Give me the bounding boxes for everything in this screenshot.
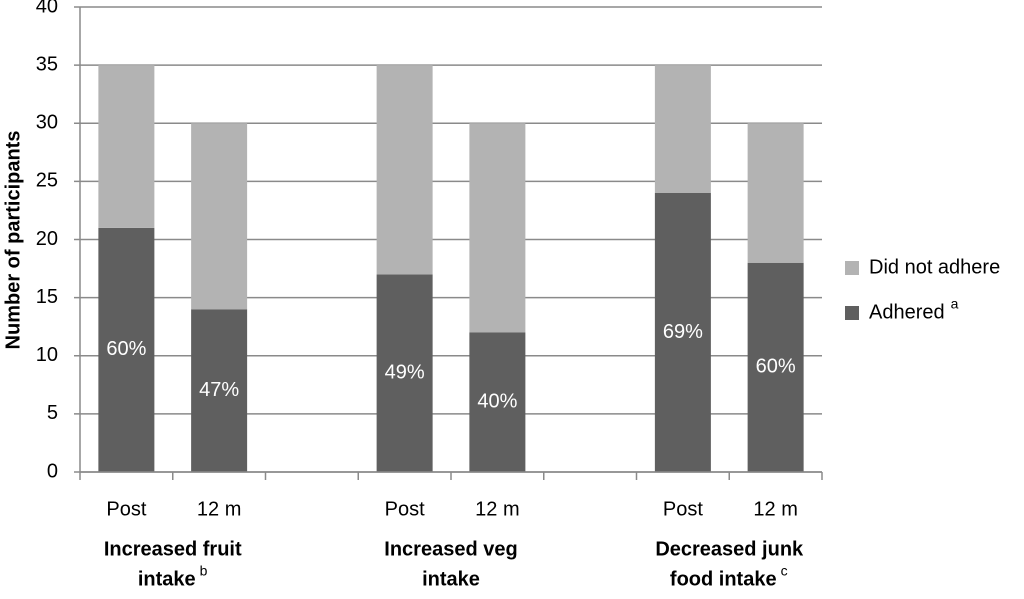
y-tick-label: 5 bbox=[47, 402, 58, 424]
group-label: Decreased junk bbox=[655, 538, 804, 560]
group-note: b bbox=[200, 563, 208, 579]
x-tick-label: 12 m bbox=[753, 498, 797, 520]
bar-segment bbox=[469, 332, 526, 472]
bar-segment bbox=[191, 123, 248, 310]
legend-swatch bbox=[845, 261, 859, 275]
legend-swatch bbox=[845, 306, 859, 320]
bar-segment bbox=[747, 262, 804, 472]
bar-segment bbox=[98, 65, 155, 228]
x-tick-label: Post bbox=[385, 498, 425, 520]
bar-segment bbox=[747, 123, 804, 263]
percent-label: 40% bbox=[477, 391, 517, 413]
bar-segment bbox=[654, 65, 711, 193]
group-label: Increased veg bbox=[384, 538, 517, 560]
percent-label: 69% bbox=[663, 321, 703, 343]
y-tick-label: 0 bbox=[47, 460, 58, 482]
percent-label: 60% bbox=[106, 338, 146, 360]
y-tick-label: 25 bbox=[36, 170, 58, 192]
percent-label: 49% bbox=[385, 361, 425, 383]
y-axis-title: Number of participants bbox=[2, 131, 24, 350]
x-tick-label: Post bbox=[663, 498, 703, 520]
y-tick-label: 10 bbox=[36, 344, 58, 366]
group-note: c bbox=[781, 563, 788, 579]
x-tick-label: 12 m bbox=[197, 498, 241, 520]
group-label: food intake bbox=[670, 568, 777, 590]
bar-segment bbox=[469, 123, 526, 333]
bar-segment bbox=[376, 65, 433, 275]
y-tick-label: 30 bbox=[36, 112, 58, 134]
x-tick-label: 12 m bbox=[475, 498, 519, 520]
bar-segment bbox=[191, 309, 248, 472]
bar-segment bbox=[654, 193, 711, 472]
y-tick-label: 40 bbox=[36, 0, 58, 17]
x-tick-label: Post bbox=[106, 498, 146, 520]
y-tick-label: 15 bbox=[36, 286, 58, 308]
legend-label: Adhered bbox=[869, 301, 945, 323]
legend-note: a bbox=[951, 296, 959, 312]
bar-segment bbox=[98, 227, 155, 472]
bar-segment bbox=[376, 274, 433, 472]
y-tick-label: 35 bbox=[36, 53, 58, 75]
legend-label: Did not adhere bbox=[869, 256, 1000, 278]
percent-label: 60% bbox=[756, 356, 796, 378]
y-tick-label: 20 bbox=[36, 228, 58, 250]
group-label: Increased fruit bbox=[104, 538, 242, 560]
group-label: intake bbox=[422, 568, 480, 590]
percent-label: 47% bbox=[199, 379, 239, 401]
group-label: intake bbox=[138, 568, 196, 590]
